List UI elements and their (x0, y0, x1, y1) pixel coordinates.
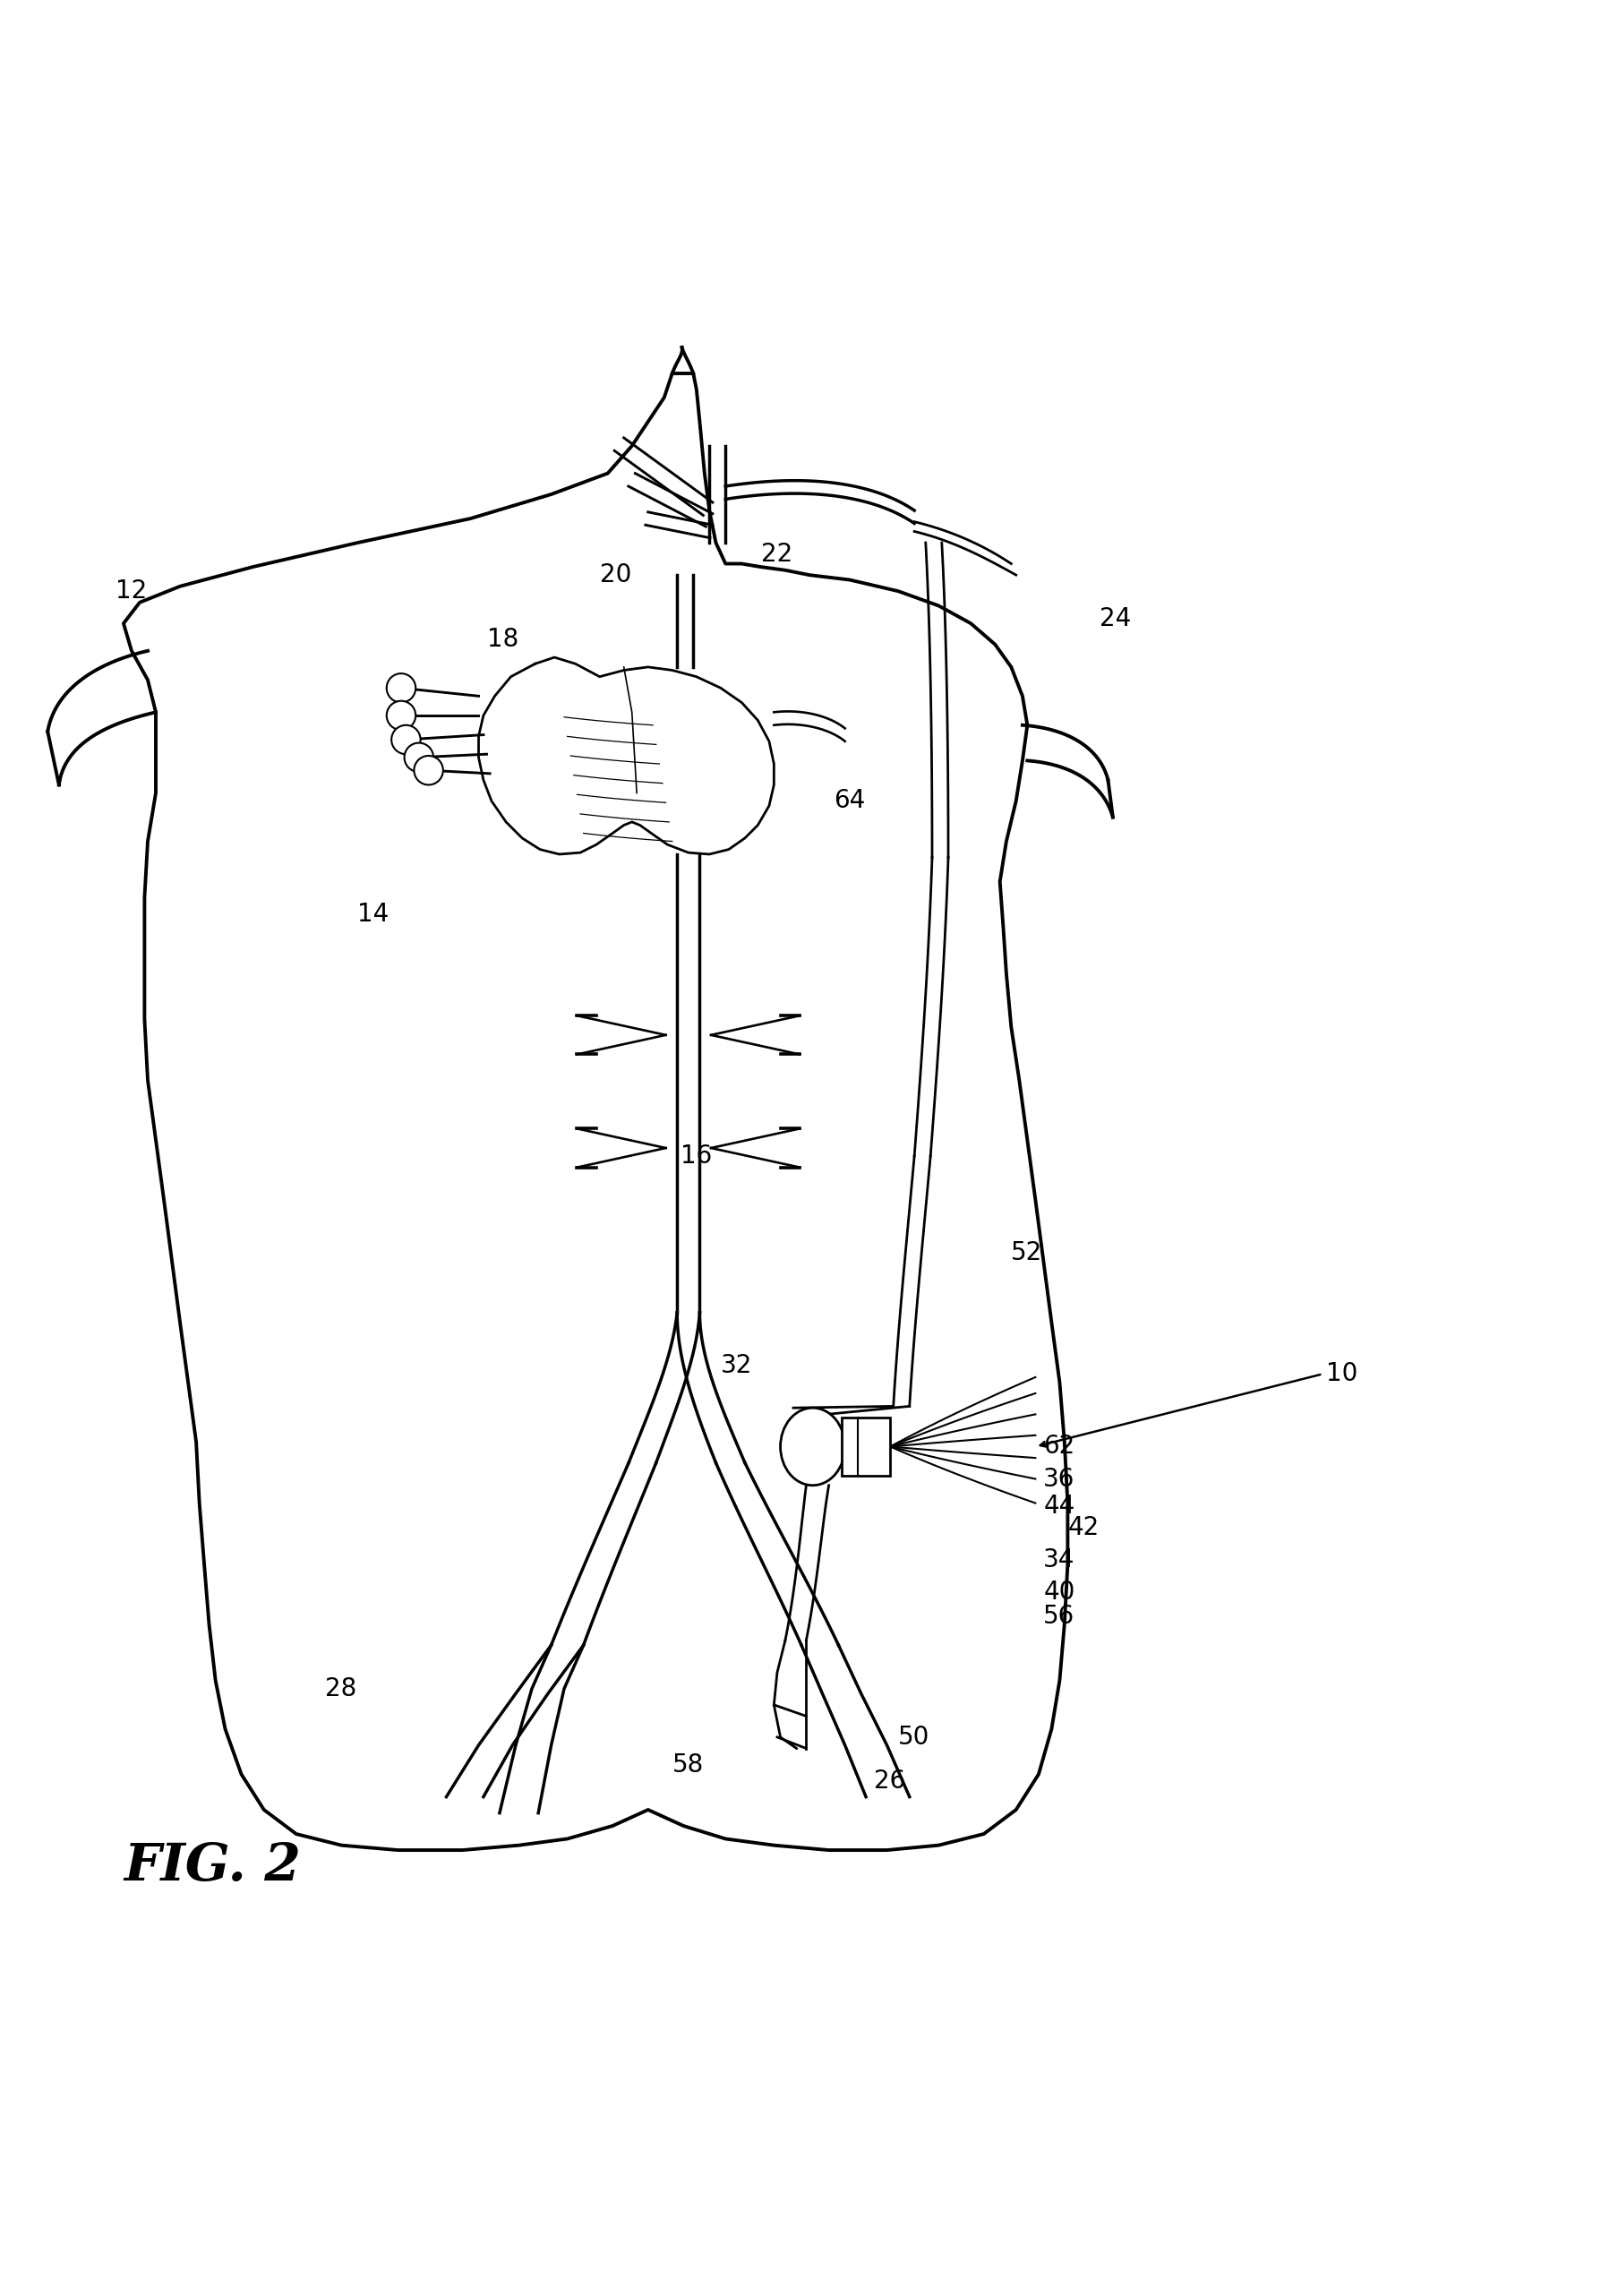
Circle shape (414, 755, 443, 785)
Text: 32: 32 (720, 1352, 752, 1378)
Text: 56: 56 (1044, 1603, 1074, 1628)
Text: 36: 36 (1044, 1467, 1074, 1492)
Text: 42: 42 (1068, 1515, 1099, 1541)
Text: 34: 34 (1044, 1548, 1074, 1573)
Text: 40: 40 (1044, 1580, 1074, 1605)
Text: 58: 58 (671, 1752, 704, 1777)
Text: 22: 22 (760, 542, 793, 567)
Text: 26: 26 (874, 1768, 904, 1793)
Text: 64: 64 (833, 788, 864, 813)
Text: 12: 12 (115, 579, 147, 604)
Text: 14: 14 (358, 902, 388, 928)
Ellipse shape (780, 1407, 845, 1486)
Text: FIG. 2: FIG. 2 (123, 1841, 301, 1892)
Polygon shape (479, 657, 773, 854)
Text: 28: 28 (325, 1676, 356, 1701)
Text: 10: 10 (1325, 1362, 1358, 1387)
Text: 18: 18 (487, 627, 518, 652)
Text: 52: 52 (1011, 1240, 1042, 1265)
Text: 24: 24 (1099, 606, 1131, 631)
Text: 50: 50 (898, 1724, 929, 1750)
Text: 62: 62 (1044, 1435, 1074, 1460)
Circle shape (387, 673, 416, 703)
Text: 20: 20 (599, 563, 631, 588)
Circle shape (392, 726, 421, 753)
Bar (841, 1417, 890, 1476)
Text: 16: 16 (680, 1143, 712, 1169)
Circle shape (404, 744, 434, 771)
Circle shape (387, 700, 416, 730)
Text: 44: 44 (1044, 1495, 1074, 1520)
